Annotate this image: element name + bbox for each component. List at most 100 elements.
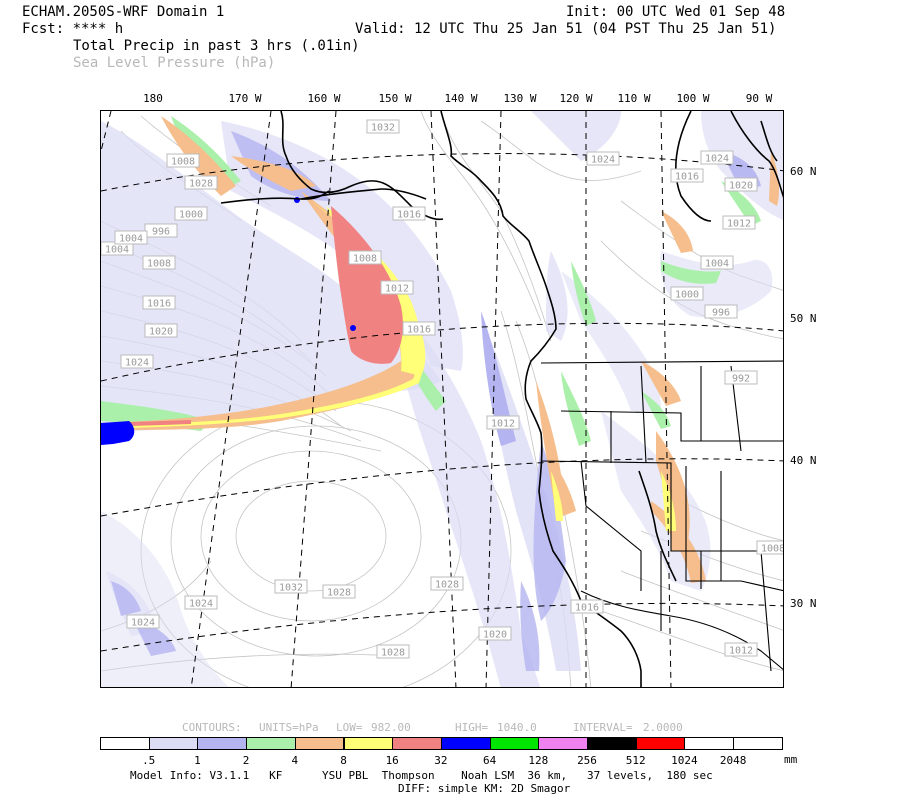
isobar-label: 1028 <box>327 588 351 599</box>
contour-units: UNITS=hPa <box>259 721 319 734</box>
forecast-hour: Fcst: **** h <box>22 21 124 37</box>
isobar-label-box <box>756 540 783 555</box>
isobar-label: 1032 <box>279 583 303 594</box>
init-time: Init: 00 UTC Wed 01 Sep 48 <box>566 4 786 20</box>
isobar-label-box <box>722 215 756 230</box>
isobar-label: 1024 <box>125 358 149 369</box>
isobar-label-box <box>184 175 218 190</box>
lat-label: 30 N <box>790 597 817 610</box>
isobar-label-box <box>670 168 704 183</box>
colorbar-label: 1 <box>194 754 201 767</box>
lon-label: 180 <box>143 92 163 105</box>
isobar-label-box <box>376 644 410 659</box>
isobar-label-box <box>174 206 208 221</box>
contour-interval: 2.0000 <box>643 721 683 734</box>
colorbar-label: 32 <box>434 754 448 767</box>
isobar-labels: 1032 1024 1028 1008 1004 1000 996 1004 1008 1016 1… <box>101 119 784 659</box>
isobar-label: 1012 <box>491 419 515 430</box>
isobar-label: 1012 <box>385 284 409 295</box>
isobar-label-box <box>430 576 464 591</box>
isobar-label-box <box>142 255 176 270</box>
isobar-label: 1004 <box>705 259 729 270</box>
isobar-label-box <box>586 151 620 166</box>
lon-label: 120 W <box>559 92 593 105</box>
isobar-label-box <box>724 177 758 192</box>
isobar-label-box <box>114 230 148 245</box>
isobar-label: 1016 <box>675 172 699 183</box>
isobar-label: 1000 <box>675 290 699 301</box>
isobar-label: 992 <box>732 374 750 385</box>
isobar-label: 1016 <box>575 603 599 614</box>
colorbar-swatch <box>246 737 296 750</box>
colorbar-swatch <box>489 737 540 750</box>
isobar-label-box <box>120 354 154 369</box>
isobar-label-box <box>322 584 356 599</box>
colorbar-swatch <box>294 737 345 750</box>
lon-label: 150 W <box>378 92 412 105</box>
isobar-label: 1008 <box>353 254 377 265</box>
model-info: Model Info: V3.1.1 KF YSU PBL Thompson N… <box>130 769 713 782</box>
colorbar-label: 512 <box>625 754 646 767</box>
contour-units-label: CONTOURS: <box>182 721 242 734</box>
isobar-label: 996 <box>712 308 730 319</box>
contour-interval-label: INTERVAL= <box>573 721 633 734</box>
lat-label: 50 N <box>790 312 817 325</box>
isobar-label: 1004 <box>119 234 143 245</box>
isobar-label: 1024 <box>131 618 155 629</box>
colorbar-label: 4 <box>291 754 299 767</box>
map-canvas: 1032 1024 1028 1008 1004 1000 996 1004 1008 1016 1… <box>101 111 784 687</box>
isobar-label: 1012 <box>729 646 753 657</box>
isobar-label: 1020 <box>483 630 507 641</box>
political-borders <box>540 360 783 672</box>
isobar-label-box <box>144 323 178 338</box>
isobar-label: 1016 <box>147 299 171 310</box>
isobar-label: 1028 <box>435 580 459 591</box>
coastlines <box>220 111 783 687</box>
diff-info: DIFF: simple KM: 2D Smagor <box>398 782 571 795</box>
lon-label: 140 W <box>444 92 478 105</box>
colorbar-swatch <box>197 737 248 750</box>
isobar-label: 1016 <box>397 210 421 221</box>
isobar-label-box <box>402 321 436 336</box>
colorbar-label: 8 <box>340 754 347 767</box>
colorbar-unit: mm <box>784 753 798 766</box>
colorbar-label: 64 <box>482 754 497 767</box>
lon-label: 90 W <box>745 92 773 105</box>
precip-map: 1032 1024 1028 1008 1004 1000 996 1004 1008 1016 1… <box>100 110 784 688</box>
colorbar-label: 256 <box>577 754 597 767</box>
isobar-label-box <box>126 614 160 629</box>
colorbar-label: 2048 <box>719 754 747 767</box>
field-slp-title: Sea Level Pressure (hPa) <box>73 55 276 71</box>
colorbar-swatch <box>733 737 783 750</box>
lon-label: 110 W <box>617 92 651 105</box>
isobar-label-box <box>166 153 200 168</box>
colorbar-label: 128 <box>528 754 549 767</box>
isobar-label-box <box>392 206 426 221</box>
valid-time: Valid: 12 UTC Thu 25 Jan 51 (04 PST Thu … <box>355 21 777 37</box>
colorbar-swatch <box>684 737 735 750</box>
isobar-label-box <box>366 119 400 134</box>
isobar-label-box <box>184 595 218 610</box>
lon-label: 100 W <box>676 92 710 105</box>
isobar-label: 1024 <box>705 154 729 165</box>
isobar-label: 1008 <box>761 544 784 555</box>
isobar-label-box <box>700 150 734 165</box>
isobar-label: 1008 <box>147 259 171 270</box>
model-title: ECHAM.2050S-WRF Domain 1 <box>22 4 225 20</box>
colorbar-swatch <box>392 737 442 750</box>
colorbar-swatch <box>635 737 686 750</box>
isobar-label-box <box>724 642 758 657</box>
contour-high: 1040.0 <box>497 721 537 734</box>
colorbar-swatch <box>440 737 491 750</box>
lon-label: 170 W <box>228 92 262 105</box>
colorbar-swatch <box>538 737 588 750</box>
colorbar-label: 2 <box>242 754 250 767</box>
isobar-label: 1020 <box>729 181 753 192</box>
isobar-label-box <box>478 626 512 641</box>
isobar-label: 1020 <box>149 327 173 338</box>
isobar-label-box <box>670 286 704 301</box>
isobar-label: 1012 <box>727 219 751 230</box>
lat-label: 40 N <box>790 454 817 467</box>
isobar-label: 1032 <box>371 123 395 134</box>
isobar-label: 1024 <box>591 155 615 166</box>
